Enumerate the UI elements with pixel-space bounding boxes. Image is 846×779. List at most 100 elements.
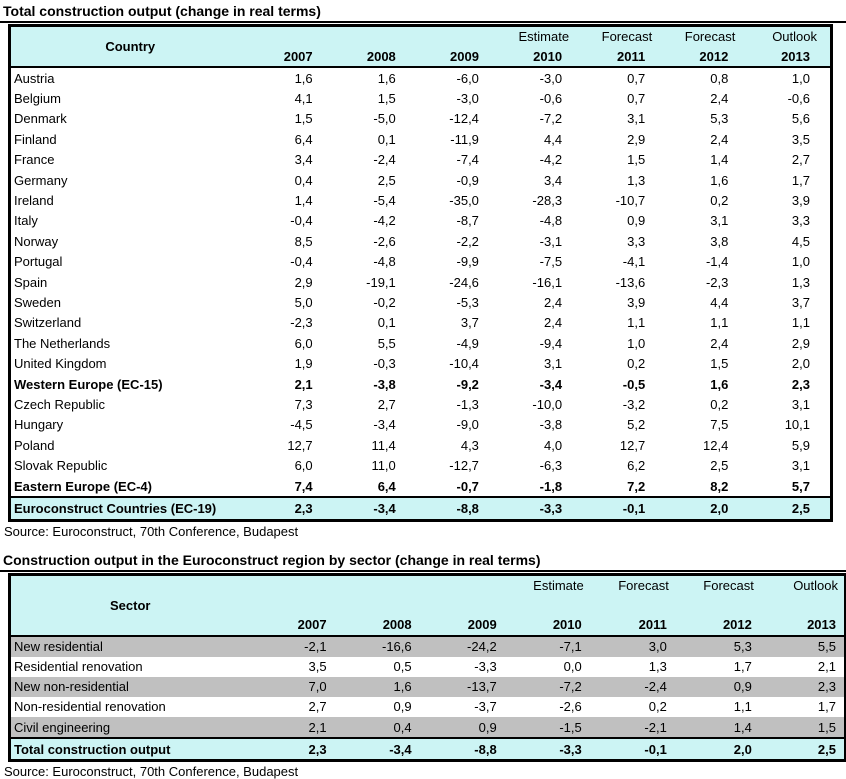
table-row: Western Europe (EC-15) 2,1 -3,8 -9,2 -3,4 -0,… [10,374,832,394]
value-cell: -13,6 [615,274,646,290]
value-cell: 3,1 [627,111,646,127]
table-row: Slovak Republic 6,0 11,0 -12,7 -6,3 6,2 2,5 3,1 [10,455,832,475]
table-row: Czech Republic 7,3 2,7 -1,3 -10,0 -3,2 0,2 3,1 [10,394,832,414]
table-row: Belgium 4,1 1,5 -3,0 -0,6 0,7 2,4 -0,6 [10,88,832,108]
value-cell: 1,4 [294,193,313,209]
value-cell: -8,8 [419,737,505,761]
table-row: Portugal -0,4 -4,8 -9,9 -7,5 -4,1 -1,4 1,0 [10,252,832,272]
row-label: New residential [9,635,250,657]
value-cell: 0,4 [294,172,313,188]
value-cell: 0,9 [674,676,760,697]
table-row: Switzerland -2,3 0,1 3,7 2,4 1,1 1,1 1,1 [10,313,832,333]
value-cell: 5,7 [791,478,810,494]
column-year-header: 2013 [748,46,832,67]
value-cell: 8,2 [710,478,729,494]
table-row: Poland 12,7 11,4 4,3 4,0 12,7 12,4 5,9 [10,435,832,455]
table-row: Residential renovation 3,5 0,5 -3,3 0,0 1,3 1,… [10,657,846,677]
value-cell: -3,0 [456,91,479,107]
value-cell: -3,4 [539,376,563,392]
value-cell: 7,5 [710,417,729,433]
value-cell: -2,2 [456,233,479,249]
value-cell: 1,1 [627,315,646,331]
value-cell: -2,6 [559,699,582,715]
value-cell: -3,4 [334,737,420,761]
value-cell: -3,0 [539,70,563,86]
value-cell: -3,3 [474,659,497,675]
table-row: France 3,4 -2,4 -7,4 -4,2 1,5 1,4 2,7 [10,150,832,170]
value-cell: 4,5 [791,233,810,249]
value-cell: -16,1 [532,274,563,290]
table2-corner-label: Sector [9,574,250,636]
value-cell: 2,5 [377,172,396,188]
value-cell: -4,2 [539,152,563,168]
value-cell: 5,0 [294,294,313,310]
table1-header-year-row: 2007 2008 2009 2010 2011 2012 2013 [10,46,832,67]
value-cell: 1,3 [627,172,646,188]
table2-header-top-row: Sector Estimate Forecast Forecast Outlook [9,574,845,636]
table-row: Denmark 1,5 -5,0 -12,4 -7,2 3,1 5,3 5,6 [10,109,832,129]
value-cell: 3,8 [710,233,729,249]
value-cell: -5,0 [373,111,396,127]
value-cell: 5,5 [759,635,845,657]
value-cell: -2,3 [290,315,313,331]
value-cell: -6,0 [456,70,479,86]
value-cell: 7,3 [294,396,313,412]
column-year-header: 2009 [415,46,499,67]
value-cell: 7,2 [627,478,646,494]
row-label: Czech Republic [14,396,106,412]
value-cell: 6,0 [294,458,313,474]
value-cell: 2,5 [710,458,729,474]
value-cell: 2,9 [294,274,313,290]
table2-header: Sector Estimate Forecast Forecast Outlook 2… [9,574,845,636]
value-cell: -2,1 [249,635,335,657]
column-year-header: 2007 [249,46,333,67]
value-cell: 1,0 [627,335,646,351]
row-label: Residential renovation [14,659,143,675]
value-cell: 1,9 [294,356,313,372]
column-year-header: 2013 [759,614,845,636]
value-cell: -16,6 [334,635,420,657]
value-cell: -1,3 [456,396,479,412]
value-cell: 2,0 [665,496,749,521]
value-cell: 0,2 [648,699,667,715]
value-cell: -0,4 [290,213,313,229]
value-cell: 1,0 [791,254,810,270]
row-label: Slovak Republic [14,458,108,474]
row-label: Germany [14,172,68,188]
value-cell: -1,4 [705,254,729,270]
table2-body: New residential -2,1 -16,6 -24,2 -7,1 3,0 5,3 5… [9,635,846,761]
row-label: Poland [14,437,55,453]
value-cell: 1,7 [817,699,836,715]
table2-title: Construction output in the Euroconstruct… [0,550,846,572]
value-cell: 0,0 [563,659,582,675]
value-cell: -7,4 [456,152,479,168]
value-cell: -0,6 [787,91,810,107]
row-label: Euroconstruct Countries (EC-19) [9,496,250,521]
value-cell: 5,3 [674,635,760,657]
column-year-header: 2008 [334,614,420,636]
value-cell: 4,0 [543,437,563,453]
value-cell: 5,2 [627,417,646,433]
value-cell: 3,7 [460,315,479,331]
value-cell: 0,2 [710,396,729,412]
value-cell: 2,3 [249,496,333,521]
value-cell: -24,6 [449,274,479,290]
value-cell: 1,6 [294,70,313,86]
column-period-label [415,25,499,46]
value-cell: -3,1 [539,233,563,249]
value-cell: -0,1 [589,737,675,761]
value-cell: -1,8 [539,478,563,494]
value-cell: -6,3 [539,458,563,474]
row-label: Civil engineering [9,716,250,739]
value-cell: -28,3 [532,193,563,209]
table-row: United Kingdom 1,9 -0,3 -10,4 3,1 0,2 1,5 2,0 [10,353,832,373]
value-cell: 2,4 [710,335,729,351]
value-cell: -9,2 [456,376,479,392]
value-cell: 3,4 [543,172,563,188]
row-label: Non-residential renovation [14,699,166,715]
value-cell: -4,1 [622,254,646,270]
value-cell: 4,3 [460,437,479,453]
table1-title: Total construction output (change in rea… [0,1,846,23]
value-cell: 3,9 [627,294,646,310]
value-cell: 2,3 [249,737,335,761]
